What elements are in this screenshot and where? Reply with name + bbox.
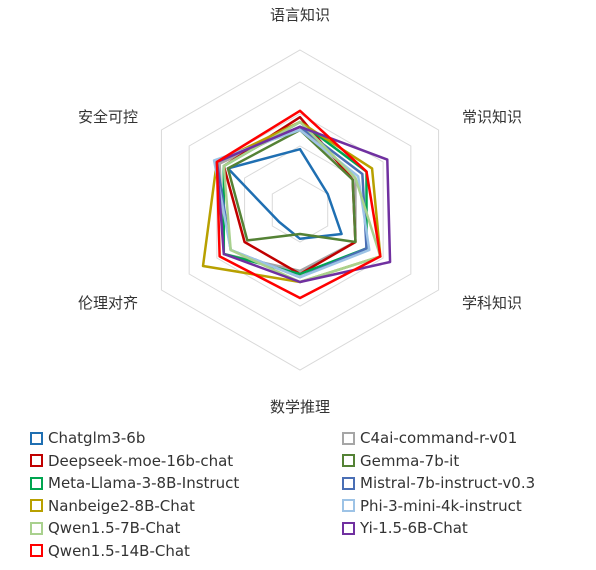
grid-ring-5 — [160, 49, 440, 371]
axis-label-4: 伦理对齐 — [78, 294, 138, 312]
series-line-qwen1-5-14b-chat — [215, 109, 382, 300]
axis-label-3: 数学推理 — [270, 398, 330, 416]
radar-grid — [160, 49, 440, 371]
grid-ring-1 — [271, 177, 329, 243]
axis-label-1: 常识知识 — [462, 108, 522, 126]
radar-series — [201, 109, 392, 300]
series-line-gemma-7b-it — [226, 128, 357, 244]
axis-label-2: 学科知识 — [462, 294, 522, 312]
grid-ring-4 — [188, 81, 412, 339]
axis-label-0: 语言知识 — [270, 6, 330, 24]
series-line-phi-3-mini-4k-instruct — [212, 128, 371, 279]
axis-label-5: 安全可控 — [78, 108, 138, 126]
